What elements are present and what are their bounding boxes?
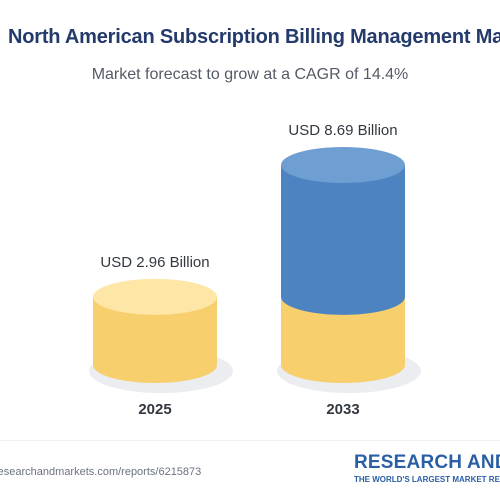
data-label-2025: USD 2.96 Billion bbox=[100, 254, 209, 271]
source-url[interactable]: researchandmarkets.com/reports/6215873 bbox=[0, 466, 202, 478]
brand-tagline: THE WORLD'S LARGEST MARKET RESEARCH STOR… bbox=[354, 475, 500, 484]
category-label-2033: 2033 bbox=[326, 401, 359, 418]
chart-subtitle: Market forecast to grow at a CAGR of 14.… bbox=[91, 66, 409, 83]
brand-logo: RESEARCH AND MARKETS THE WORLD'S LARGEST… bbox=[354, 452, 500, 492]
bar-bottom bbox=[93, 347, 217, 383]
category-label-2025: 2025 bbox=[138, 401, 171, 418]
bar-bottom bbox=[281, 347, 405, 383]
data-label-2033: USD 8.69 Billion bbox=[288, 122, 397, 139]
bar-segment-divider bbox=[281, 278, 405, 315]
bar-2033-growth-segment bbox=[281, 165, 405, 297]
footer-divider bbox=[0, 440, 500, 441]
bar-top bbox=[93, 278, 217, 315]
bar-top bbox=[281, 147, 405, 183]
brand-name: RESEARCH AND MARKETS bbox=[354, 452, 500, 473]
chart-title-text: North American Subscription Billing Mana… bbox=[8, 26, 500, 48]
chart-title: North American Subscription Billing Mana… bbox=[0, 26, 500, 56]
